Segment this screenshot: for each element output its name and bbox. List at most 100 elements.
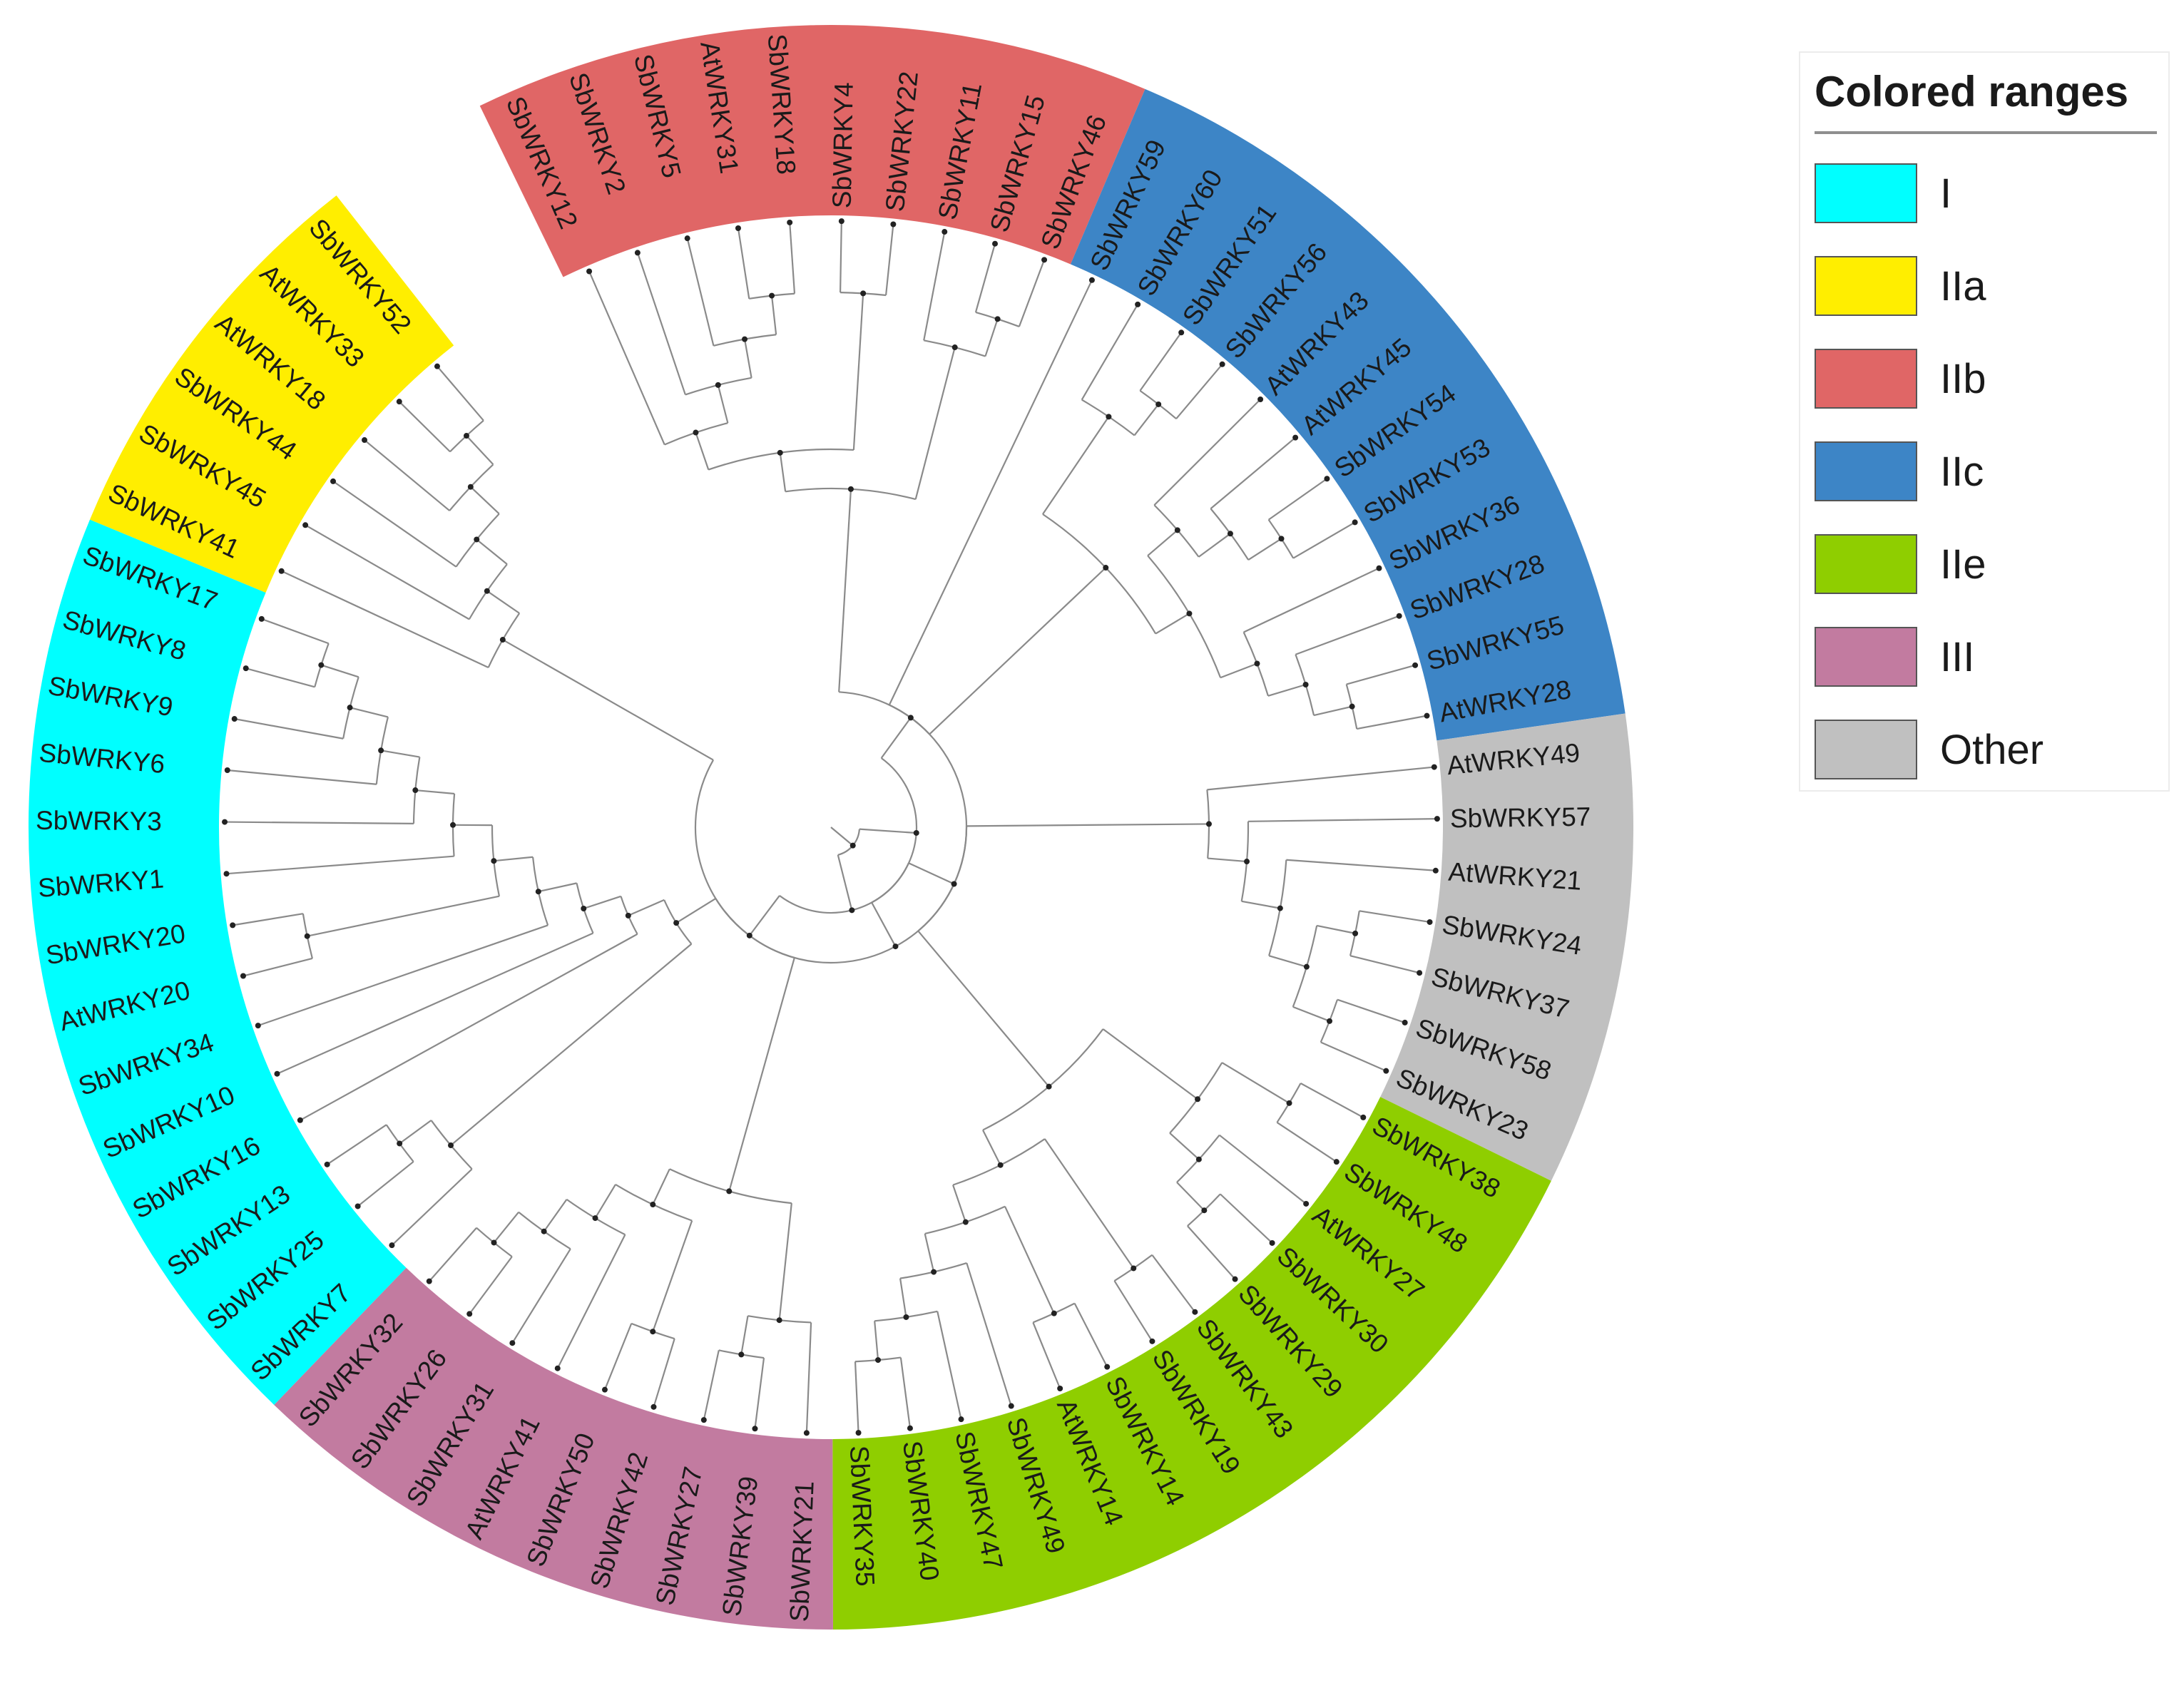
legend-item-iib: IIb	[1815, 345, 2157, 416]
branch-radial	[1220, 1193, 1273, 1244]
branch-radial	[511, 1248, 571, 1344]
internal-node-54	[397, 1140, 403, 1147]
internal-node-40	[903, 1314, 909, 1320]
internal-node-19	[1174, 527, 1180, 533]
branch-radial	[1316, 924, 1356, 934]
leaf-node-sbwrky29	[1232, 1276, 1238, 1282]
branch-radial	[1175, 364, 1223, 419]
internal-node-59	[378, 747, 384, 754]
leaf-label-sbwrky35: SbWRKY35	[844, 1445, 880, 1587]
branch-radial	[874, 1321, 879, 1361]
branch-radial	[899, 1278, 907, 1318]
leaf-node-sbwrky58	[1402, 1019, 1408, 1025]
leaf-node-sbwrky50	[601, 1386, 608, 1393]
branch-radial	[789, 222, 796, 294]
branch-radial	[277, 932, 594, 1075]
branch-radial	[225, 821, 414, 824]
leaf-node-sbwrky46	[1041, 257, 1048, 263]
internal-node-47	[776, 1317, 782, 1324]
internal-node-64	[581, 906, 587, 912]
internal-node-16	[1106, 414, 1112, 420]
internal-node-6	[742, 336, 748, 342]
branch-radial	[880, 717, 912, 759]
leaf-node-sbwrky31	[509, 1340, 516, 1346]
branch-radial	[1155, 613, 1190, 635]
branch-radial	[226, 855, 454, 875]
branch-radial	[717, 384, 729, 424]
internal-node-39	[875, 1357, 882, 1364]
legend-item-iia: IIa	[1815, 252, 2157, 324]
branch-radial	[1292, 1006, 1330, 1022]
legend-label-iia: IIa	[1940, 263, 1986, 310]
branch-radial	[1102, 1028, 1198, 1100]
internal-node-43	[997, 1162, 1004, 1168]
internal-node-34	[1201, 1207, 1208, 1214]
leaf-node-sbwrky8	[243, 665, 249, 672]
legend-divider	[1815, 131, 2157, 134]
leaf-node-sbwrky21	[803, 1430, 810, 1436]
internal-node-56	[304, 933, 310, 939]
branch-radial	[583, 895, 621, 910]
branch-radial	[470, 486, 500, 515]
branch-radial	[281, 570, 489, 669]
legend-label-iib: IIb	[1940, 356, 1986, 402]
branch-radial	[908, 862, 955, 885]
leaf-node-sbwrky34	[255, 1023, 261, 1029]
branch-radial	[300, 933, 638, 1121]
branch-radial	[1286, 859, 1436, 871]
branch-radial	[257, 924, 548, 1027]
leaf-node-sbwrky43	[1192, 1309, 1198, 1315]
range-band-iib	[479, 25, 1145, 277]
internal-node-24	[1103, 565, 1109, 571]
leaf-node-sbwrky36	[1376, 565, 1382, 571]
branch-radial	[1346, 664, 1416, 685]
branch-radial	[307, 895, 500, 937]
branch-radial	[556, 1234, 626, 1369]
leaf-node-atwrky27	[1303, 1200, 1310, 1207]
branch-radial	[974, 243, 996, 313]
internal-node-28	[1327, 1018, 1333, 1024]
branch-radial	[937, 1311, 962, 1420]
internal-node-33	[1286, 1100, 1292, 1106]
branch-radial	[588, 271, 665, 445]
internal-node-4	[499, 637, 506, 643]
branch-radial	[1243, 567, 1379, 633]
branch-radial	[1241, 900, 1281, 909]
branch-radial	[805, 1322, 812, 1433]
branch-radial	[469, 1256, 513, 1315]
legend-swatch-iii	[1815, 627, 1917, 687]
internal-node-35	[1195, 1156, 1202, 1162]
leaf-node-sbwrky32	[426, 1278, 432, 1284]
internal-node-58	[347, 705, 353, 711]
leaf-node-sbwrky5	[684, 235, 690, 242]
leaf-label-sbwrky3: SbWRKY3	[36, 806, 162, 837]
branch-radial	[852, 293, 864, 451]
branch-radial	[1292, 521, 1356, 559]
internal-node-20	[1349, 703, 1355, 710]
leaf-node-sbwrky53	[1352, 519, 1358, 526]
branch-radial	[437, 365, 484, 421]
branch-radial	[603, 1323, 633, 1391]
internal-node-8	[693, 429, 699, 436]
internal-node-69	[849, 842, 856, 849]
branch-radial	[543, 1199, 568, 1232]
branch-radial	[1221, 1062, 1290, 1104]
internal-node-50	[541, 1228, 547, 1234]
internal-node-1	[467, 484, 474, 490]
branch-radial	[428, 1227, 477, 1282]
internal-node-17	[1278, 536, 1285, 542]
branch-radial	[1113, 1280, 1153, 1342]
leaf-node-atwrky45	[1292, 434, 1299, 441]
internal-node-44	[1046, 1083, 1052, 1090]
branch-radial	[923, 231, 946, 341]
range-band-iii	[274, 1267, 833, 1630]
leaf-node-sbwrky25	[354, 1203, 361, 1209]
internal-node-5	[769, 292, 775, 299]
branch-radial	[770, 295, 777, 335]
branch-radial	[743, 339, 752, 378]
internal-node-0	[463, 433, 469, 439]
branch-radial	[1207, 766, 1434, 791]
leaf-node-atwrky31	[735, 225, 741, 232]
branch-radial	[1004, 1206, 1055, 1314]
